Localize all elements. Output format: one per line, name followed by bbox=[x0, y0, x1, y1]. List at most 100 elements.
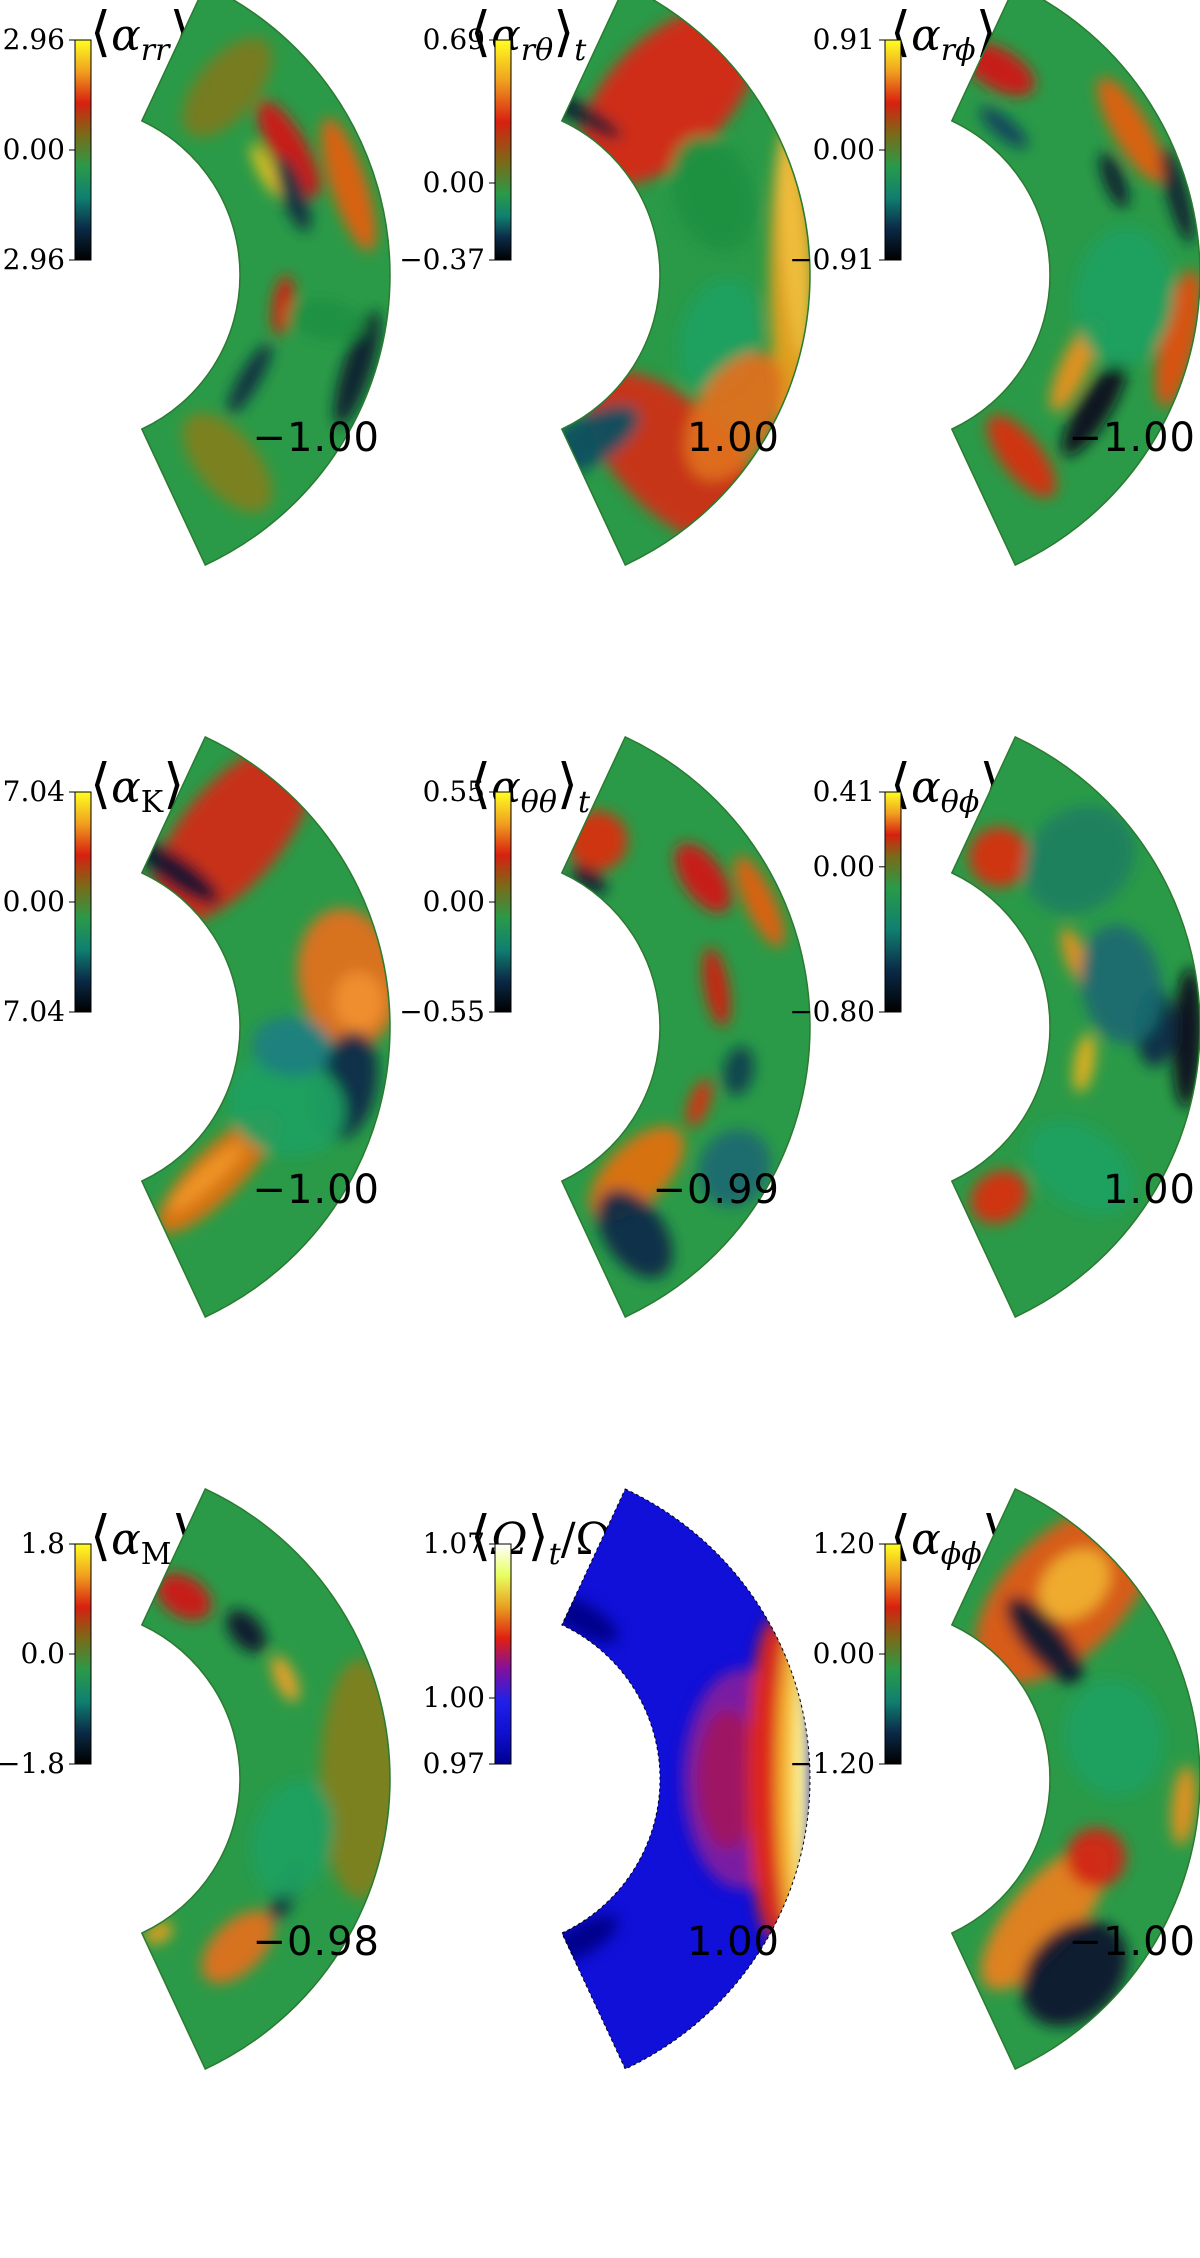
contour-region bbox=[674, 843, 732, 913]
meridional-wedge bbox=[879, 1487, 1200, 2071]
correlation-value: −0.98 bbox=[252, 1919, 380, 1965]
title-subscript: rr bbox=[140, 33, 170, 68]
colorbar-zero-label: 0.00 bbox=[2, 133, 65, 166]
title-subscript: θθ bbox=[520, 785, 557, 820]
title-symbol: α bbox=[111, 1514, 141, 1565]
contour-region bbox=[970, 1170, 1028, 1224]
contour-region bbox=[1171, 1765, 1197, 1846]
contour-region bbox=[698, 1129, 771, 1208]
contour-region bbox=[1039, 1549, 1110, 1620]
title-subscript: rθ bbox=[520, 33, 554, 68]
contour-region bbox=[286, 299, 366, 342]
colorbar bbox=[884, 791, 902, 1013]
wedge-outline bbox=[950, 1487, 1200, 2071]
contour-region bbox=[1099, 152, 1129, 209]
colorbar-zero-label: 0.00 bbox=[812, 849, 875, 883]
colorbar-max-label: 1.20 bbox=[812, 1527, 875, 1560]
colorbar bbox=[494, 39, 512, 261]
wedge-outline bbox=[560, 0, 811, 567]
contour-region bbox=[979, 106, 1028, 149]
colorbar-max-label: 2.96 bbox=[2, 23, 65, 56]
wedge-background bbox=[141, 1488, 390, 2070]
contour-region bbox=[320, 1659, 391, 1899]
colorbar bbox=[884, 1543, 902, 1765]
wedge-outline bbox=[560, 735, 811, 1319]
panel-4: ⟨αθθ⟩t 0.55 0.00 −0.55 −0.99 bbox=[399, 735, 811, 1504]
wedge-outline bbox=[140, 0, 391, 567]
colorbar-zero-label: 0.00 bbox=[422, 166, 485, 199]
contour-region bbox=[182, 37, 273, 138]
meridional-wedge bbox=[489, 0, 811, 567]
panel-5: ⟨αθϕ⟩t0.410.00−0.801.00 bbox=[789, 735, 1200, 1504]
correlation-value: −1.00 bbox=[252, 1167, 380, 1213]
contour-region bbox=[250, 1779, 334, 1898]
colorbar-max-label: 0.91 bbox=[812, 23, 875, 56]
wedge-outline bbox=[950, 735, 1200, 1319]
colorbar-max-label: 0.69 bbox=[422, 23, 485, 56]
contour-region bbox=[723, 1046, 755, 1096]
panel-6: ⟨αM⟩t1.80.0−1.8−0.98 bbox=[0, 1487, 400, 2256]
contour-region bbox=[141, 841, 220, 905]
colorbar bbox=[74, 1543, 92, 1765]
panel-3: ⟨αK⟩t7.040.00−7.04−1.00 bbox=[0, 735, 400, 1504]
title-subscript: K bbox=[140, 785, 164, 820]
contour-region bbox=[168, 1143, 244, 1213]
contour-region bbox=[561, 404, 640, 479]
contour-region bbox=[251, 1016, 332, 1077]
meridional-wedge bbox=[489, 735, 811, 1319]
colorbar bbox=[884, 39, 902, 261]
contour-region bbox=[1172, 967, 1200, 1108]
contour-region bbox=[987, 414, 1057, 498]
colorbar-min-label: −7.04 bbox=[0, 995, 65, 1028]
contour-region bbox=[334, 311, 381, 426]
contour-region bbox=[156, 1573, 212, 1620]
correlation-value: 1.00 bbox=[686, 1919, 780, 1965]
wedge-outline bbox=[140, 735, 391, 1319]
panel-1: ⟨αrθ⟩t 0.69 0.00 −0.37 1.00 bbox=[399, 0, 811, 752]
colorbar-max-label: 0.55 bbox=[422, 775, 485, 808]
contour-region bbox=[571, 865, 607, 894]
colorbar-min-label: −0.55 bbox=[399, 995, 485, 1028]
title-symbol: α bbox=[911, 1514, 941, 1565]
colorbar bbox=[494, 1543, 512, 1765]
meridional-wedge bbox=[879, 735, 1200, 1319]
title-subscript: rϕ bbox=[940, 33, 976, 68]
colorbar-min-label: 0.97 bbox=[422, 1747, 485, 1780]
contour-region bbox=[778, 138, 810, 359]
contour-region bbox=[670, 135, 757, 252]
colorbar-zero-label: 0.0 bbox=[20, 1637, 65, 1670]
contour-region bbox=[182, 412, 273, 513]
colorbar bbox=[74, 39, 92, 261]
contour-region bbox=[1155, 269, 1200, 407]
contour-region bbox=[201, 1910, 275, 1984]
contour-region bbox=[250, 143, 283, 198]
correlation-value: −1.00 bbox=[252, 415, 380, 461]
colorbar-zero-label: 0.00 bbox=[422, 885, 485, 918]
contour-region bbox=[1066, 1827, 1127, 1888]
panel-title: ⟨αθθ⟩t bbox=[470, 752, 591, 820]
colorbar-zero-label: 0.00 bbox=[2, 885, 65, 918]
panel-7: ⟨Ω⟩t/Ω01.071.000.971.00 bbox=[400, 1488, 811, 2256]
colorbar bbox=[74, 791, 92, 1013]
contour-region bbox=[686, 1079, 712, 1127]
contour-region bbox=[271, 1655, 300, 1702]
meridional-wedge bbox=[69, 1487, 391, 2071]
wedge-outline bbox=[140, 1487, 391, 2071]
colorbar-min-label: −0.80 bbox=[789, 995, 875, 1028]
contour-region bbox=[227, 343, 272, 414]
meridional-wedge bbox=[879, 0, 1200, 567]
contour-region bbox=[226, 1609, 266, 1653]
contour-region bbox=[969, 827, 1030, 888]
colorbar-zero-label: 1.00 bbox=[422, 1681, 485, 1714]
colorbar bbox=[494, 791, 512, 1013]
contour-region bbox=[1023, 805, 1136, 915]
colorbar-zero-label: 0.00 bbox=[812, 1637, 875, 1670]
contour-region bbox=[734, 855, 785, 948]
correlation-value: 1.00 bbox=[686, 415, 780, 461]
colorbar-max-label: 0.41 bbox=[812, 775, 875, 808]
correlation-value: −0.99 bbox=[652, 1167, 780, 1213]
correlation-value: −1.00 bbox=[1068, 1919, 1196, 1965]
title-subscript: ϕϕ bbox=[940, 1537, 982, 1572]
colorbar-min-label: −1.8 bbox=[0, 1747, 65, 1780]
contour-region bbox=[1073, 1033, 1096, 1093]
